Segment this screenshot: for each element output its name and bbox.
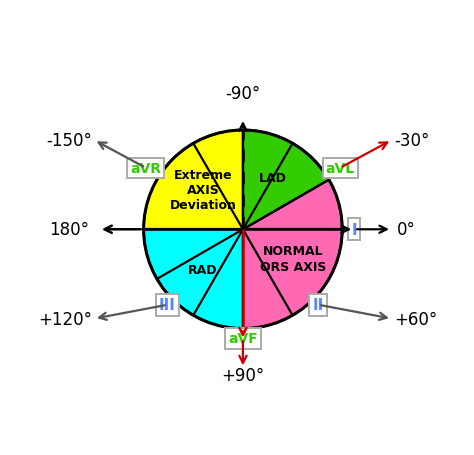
Text: NORMAL
QRS AXIS: NORMAL QRS AXIS bbox=[260, 244, 326, 273]
Text: 0°: 0° bbox=[397, 221, 416, 239]
Wedge shape bbox=[144, 230, 243, 329]
Wedge shape bbox=[243, 180, 342, 329]
Wedge shape bbox=[243, 131, 329, 230]
Text: +60°: +60° bbox=[394, 310, 437, 328]
Text: -90°: -90° bbox=[225, 85, 261, 103]
Text: aVF: aVF bbox=[228, 332, 258, 346]
Text: -30°: -30° bbox=[394, 131, 429, 150]
Text: +90°: +90° bbox=[221, 366, 264, 384]
Text: II: II bbox=[313, 298, 324, 313]
Text: RAD: RAD bbox=[187, 264, 217, 277]
Text: -150°: -150° bbox=[46, 131, 92, 150]
Text: 180°: 180° bbox=[49, 221, 89, 239]
Text: aVR: aVR bbox=[130, 162, 161, 175]
Text: aVL: aVL bbox=[326, 162, 355, 175]
Text: LAD: LAD bbox=[259, 172, 287, 185]
Text: +120°: +120° bbox=[38, 310, 92, 328]
Text: III: III bbox=[159, 298, 176, 313]
Text: Extreme
AXIS
Deviation: Extreme AXIS Deviation bbox=[170, 169, 237, 212]
Text: I: I bbox=[351, 222, 357, 237]
Wedge shape bbox=[144, 131, 243, 230]
